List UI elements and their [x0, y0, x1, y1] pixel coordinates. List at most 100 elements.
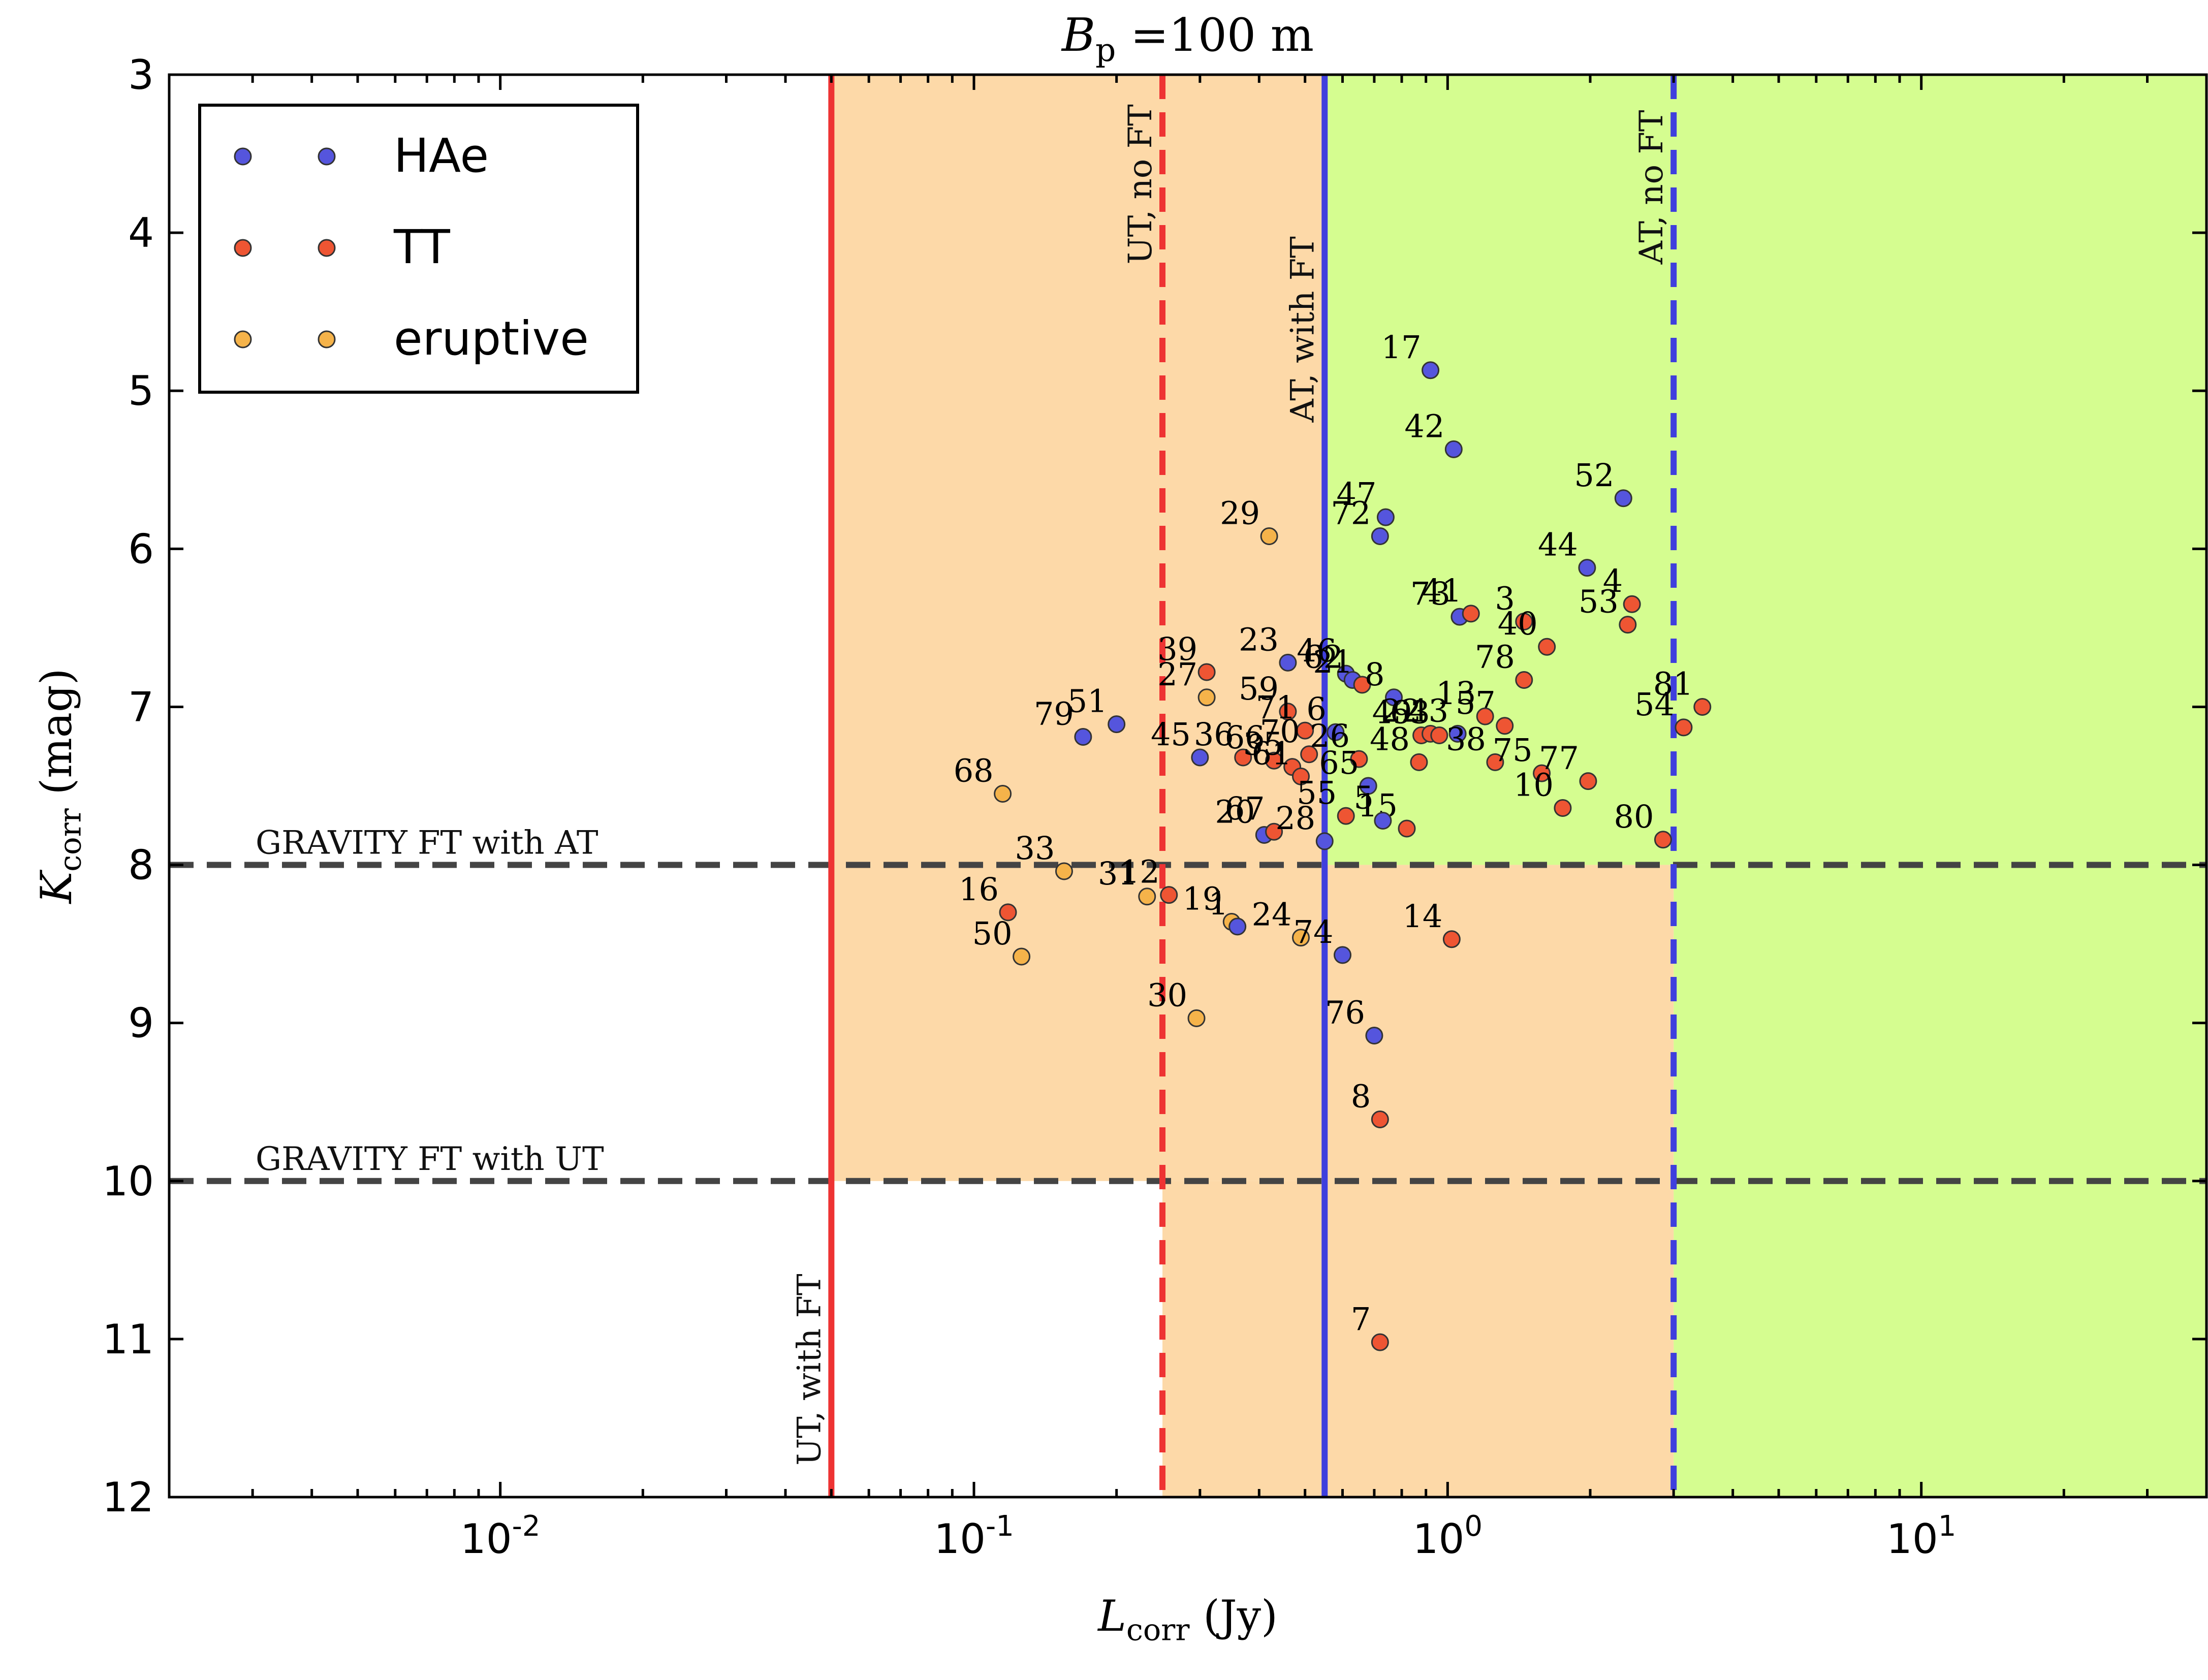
point-label: 39 — [1157, 630, 1197, 668]
data-point — [1579, 772, 1597, 790]
data-point — [1410, 753, 1428, 771]
data-point — [1265, 822, 1283, 841]
horizontal-line-label: GRAVITY FT with AT — [256, 825, 598, 862]
data-point — [1013, 947, 1031, 966]
x-axis-label: Lcorr (Jy) — [1097, 1591, 1278, 1647]
data-point — [1623, 595, 1641, 613]
data-point — [1675, 718, 1693, 737]
point-label: 47 — [1337, 476, 1377, 513]
point-label: 70 — [1260, 713, 1300, 750]
y-tick-label: 10 — [102, 1158, 154, 1205]
point-label: 59 — [1239, 670, 1279, 707]
point-label: 48 — [1370, 720, 1410, 757]
point-label: 50 — [972, 915, 1013, 952]
point-label: 61 — [1252, 735, 1292, 772]
legend-marker — [318, 330, 336, 348]
data-point — [1385, 688, 1403, 707]
point-label: 72 — [1331, 494, 1371, 531]
point-label: 5 — [1353, 779, 1373, 816]
y-tick-label: 6 — [128, 525, 154, 573]
data-point — [1055, 862, 1073, 880]
vertical-line-label: AT, no FT — [1633, 110, 1670, 265]
point-label: 3 — [1495, 580, 1515, 617]
horizontal-line-label: GRAVITY FT with UT — [256, 1140, 604, 1178]
point-label: 74 — [1294, 913, 1334, 950]
legend-label: eruptive — [394, 311, 589, 366]
point-label: 27 — [1157, 656, 1197, 693]
y-tick-label: 5 — [128, 367, 154, 415]
point-label: 29 — [1220, 494, 1260, 531]
legend-box — [198, 104, 639, 394]
legend-label: TT — [393, 220, 451, 274]
point-label: 14 — [1402, 898, 1442, 935]
point-label: 26 — [1310, 717, 1350, 754]
legend-marker — [234, 147, 252, 166]
point-label: 78 — [1475, 639, 1515, 676]
point-label: 13 — [1436, 675, 1476, 712]
data-point — [1430, 726, 1448, 744]
point-label: 53 — [1579, 583, 1619, 620]
point-label: 21 — [1313, 643, 1353, 680]
y-tick-label: 12 — [102, 1474, 154, 1521]
point-label: 73 — [1410, 575, 1450, 612]
data-point — [1315, 832, 1334, 850]
data-point — [1515, 612, 1533, 630]
legend-marker — [234, 330, 252, 348]
y-tick-label: 4 — [128, 209, 154, 257]
point-label: 54 — [1634, 686, 1675, 723]
data-point — [1334, 946, 1352, 964]
point-label: 1 — [1208, 885, 1228, 922]
data-point — [1371, 527, 1389, 545]
data-point — [1538, 638, 1556, 656]
data-point — [1296, 721, 1314, 740]
data-point — [1327, 723, 1345, 741]
data-point — [1353, 676, 1371, 694]
point-label: 19 — [1182, 880, 1222, 917]
data-point — [1554, 799, 1572, 817]
data-point — [1187, 1009, 1206, 1027]
data-point — [1197, 688, 1216, 707]
y-tick-label: 8 — [128, 842, 154, 889]
legend-marker — [318, 147, 336, 166]
point-label: 63 — [1390, 693, 1430, 731]
data-point — [1365, 1027, 1383, 1045]
point-label: 75 — [1493, 732, 1533, 769]
data-point — [1337, 807, 1355, 825]
y-tick-label: 11 — [102, 1316, 154, 1363]
point-label: 44 — [1538, 526, 1578, 563]
point-label: 8 — [1365, 656, 1384, 693]
point-label: 51 — [1067, 683, 1108, 720]
point-label: 17 — [1381, 329, 1422, 366]
point-label: 22 — [1381, 692, 1422, 729]
point-label: 42 — [1404, 407, 1444, 445]
data-point — [1533, 764, 1551, 782]
data-point — [1197, 663, 1216, 681]
data-point — [1108, 715, 1126, 734]
point-label: 62 — [1303, 639, 1343, 676]
point-label: 33 — [1015, 830, 1055, 867]
point-label: 55 — [1297, 774, 1337, 811]
point-label: 4 — [1603, 562, 1623, 599]
point-label: 71 — [1256, 689, 1296, 726]
point-label: 12 — [1120, 853, 1160, 891]
point-label: 20 — [1215, 793, 1255, 830]
legend-marker — [318, 239, 336, 257]
y-tick-label: 7 — [128, 683, 154, 731]
point-label: 16 — [959, 871, 999, 908]
data-point — [1191, 748, 1209, 767]
data-point — [1300, 745, 1318, 764]
data-point — [1292, 929, 1310, 947]
y-axis-label: Kcorr (mag) — [31, 668, 87, 904]
vertical-line-label: UT, no FT — [1122, 104, 1159, 264]
data-point — [1350, 750, 1368, 768]
legend: HAe TT eruptive — [198, 104, 639, 394]
shaded-region — [1324, 75, 2206, 865]
data-point — [1374, 811, 1392, 830]
data-point — [1654, 831, 1672, 849]
data-point — [1376, 508, 1395, 526]
data-point — [1619, 616, 1637, 634]
point-label: 30 — [1147, 976, 1187, 1013]
data-point — [1515, 671, 1533, 689]
